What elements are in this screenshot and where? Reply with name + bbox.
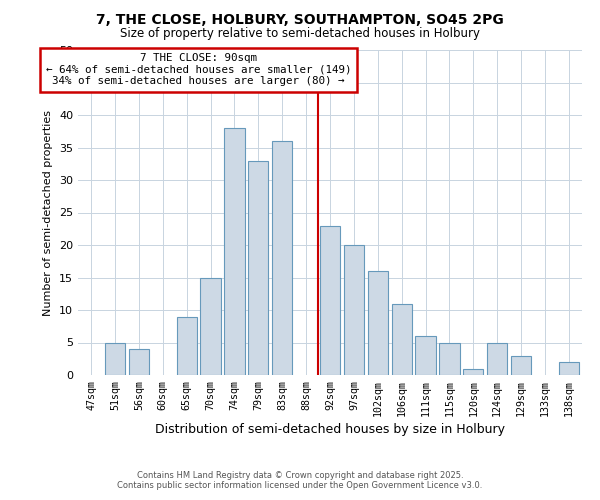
Bar bbox=[511, 356, 531, 375]
Text: Size of property relative to semi-detached houses in Holbury: Size of property relative to semi-detach… bbox=[120, 28, 480, 40]
Bar bbox=[368, 271, 388, 375]
Bar bbox=[129, 349, 149, 375]
X-axis label: Distribution of semi-detached houses by size in Holbury: Distribution of semi-detached houses by … bbox=[155, 423, 505, 436]
Bar bbox=[272, 141, 292, 375]
Bar bbox=[487, 342, 508, 375]
Bar bbox=[392, 304, 412, 375]
Y-axis label: Number of semi-detached properties: Number of semi-detached properties bbox=[43, 110, 53, 316]
Bar bbox=[200, 278, 221, 375]
Bar bbox=[559, 362, 579, 375]
Bar bbox=[344, 245, 364, 375]
Bar bbox=[439, 342, 460, 375]
Bar bbox=[224, 128, 245, 375]
Bar bbox=[463, 368, 484, 375]
Bar bbox=[415, 336, 436, 375]
Bar bbox=[320, 226, 340, 375]
Bar bbox=[248, 160, 268, 375]
Text: Contains HM Land Registry data © Crown copyright and database right 2025.
Contai: Contains HM Land Registry data © Crown c… bbox=[118, 470, 482, 490]
Text: 7, THE CLOSE, HOLBURY, SOUTHAMPTON, SO45 2PG: 7, THE CLOSE, HOLBURY, SOUTHAMPTON, SO45… bbox=[96, 12, 504, 26]
Bar bbox=[105, 342, 125, 375]
Bar bbox=[176, 316, 197, 375]
Text: 7 THE CLOSE: 90sqm
← 64% of semi-detached houses are smaller (149)
34% of semi-d: 7 THE CLOSE: 90sqm ← 64% of semi-detache… bbox=[46, 53, 352, 86]
